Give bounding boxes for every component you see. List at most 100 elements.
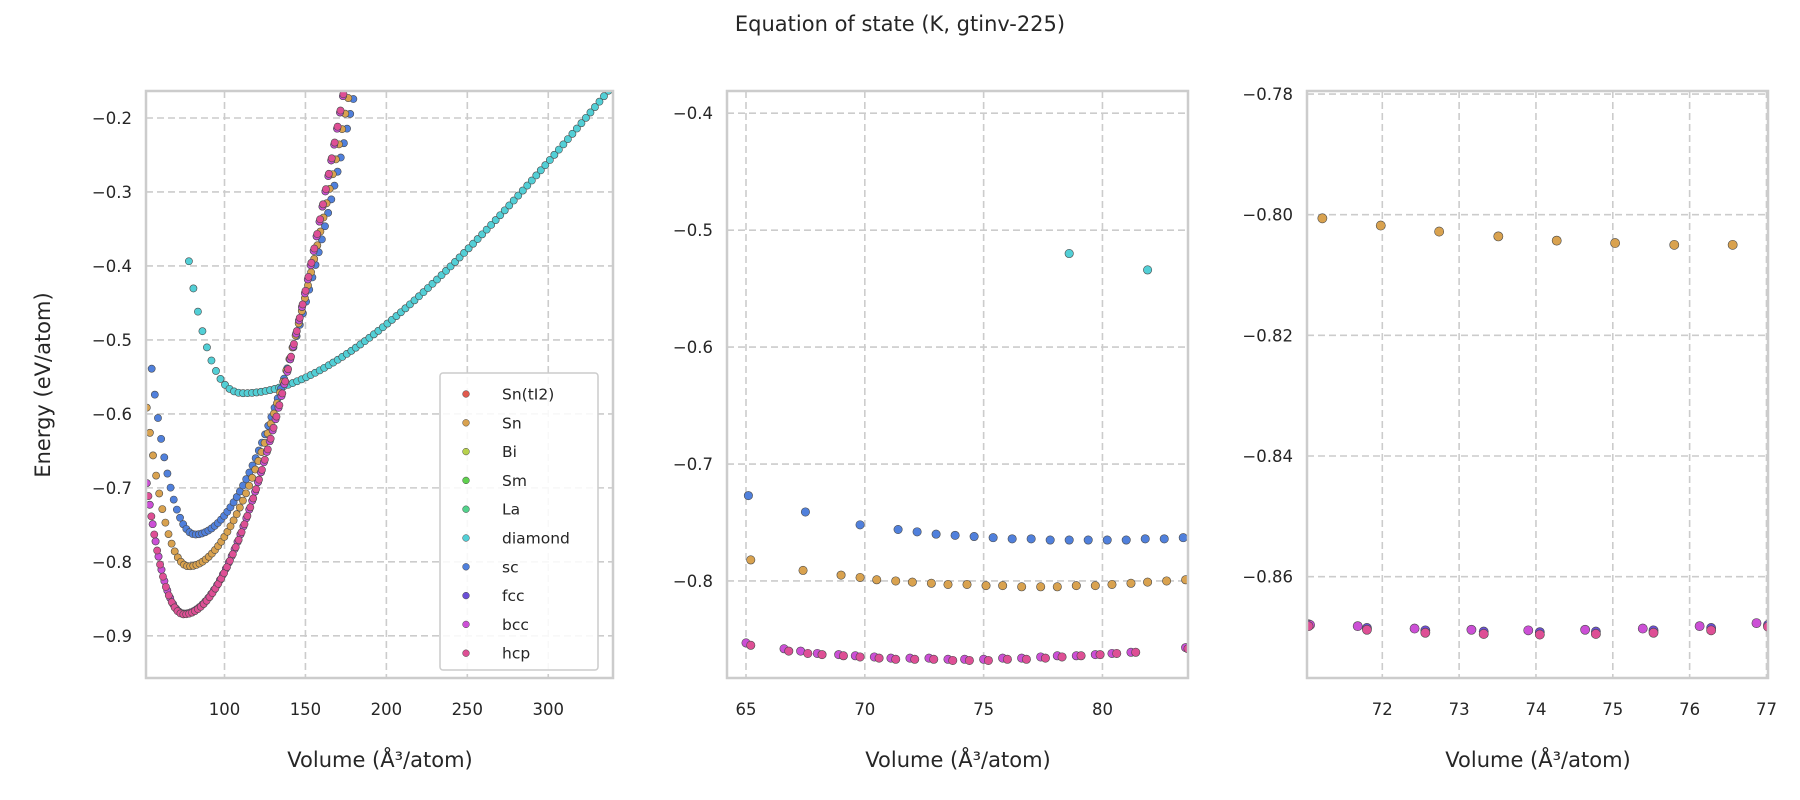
point-hcp <box>333 122 342 131</box>
point-hcp <box>354 6 361 13</box>
point-Sn <box>354 47 361 54</box>
point-Sn <box>891 576 901 586</box>
point-sc <box>800 507 810 517</box>
point-diamond <box>518 186 527 195</box>
point-hcp <box>874 653 884 663</box>
point-hcp <box>910 654 920 664</box>
point-hcp <box>290 340 298 348</box>
point-sc <box>157 434 166 443</box>
x-tick-label: 77 <box>1756 700 1777 719</box>
point-sc <box>324 209 333 217</box>
legend-item: sc <box>462 558 519 576</box>
x-tick-label: 73 <box>1449 700 1470 719</box>
point-sc <box>356 65 363 72</box>
point-Sn <box>351 63 358 70</box>
point-sc <box>366 18 373 25</box>
y-tick-label: −0.4 <box>673 104 713 123</box>
point-hcp <box>153 546 162 555</box>
point-hcp <box>316 215 325 224</box>
point-Sn <box>926 578 936 588</box>
point-hcp <box>1076 651 1086 661</box>
point-Sn <box>1181 575 1188 585</box>
point-hcp <box>1095 650 1105 660</box>
point-diamond <box>577 119 586 128</box>
point-bcc <box>1466 624 1477 635</box>
point-diamond <box>469 239 478 248</box>
point-hcp <box>252 485 261 494</box>
point-sc <box>912 527 922 537</box>
legend-label: Sm <box>502 472 527 490</box>
point-hcp <box>228 550 237 559</box>
panel-zoom-2: 72 73 74 75 76 77 −0.86 −0.84 −0.82 −0.80 −0.78 <box>1242 85 1777 719</box>
point-Sn <box>167 539 176 548</box>
point-sc <box>969 532 979 542</box>
point-Sn <box>981 581 991 591</box>
x-tick-label: 74 <box>1525 700 1546 719</box>
point-hcp <box>1112 648 1122 658</box>
point-Sn <box>238 496 247 505</box>
point-diamond <box>473 235 482 243</box>
point-sc <box>321 222 329 231</box>
legend-label: La <box>502 501 520 519</box>
point-hcp <box>234 535 243 544</box>
legend-marker <box>462 447 470 456</box>
x-tick-label: 200 <box>371 700 403 719</box>
legend-frame <box>439 372 599 671</box>
point-Sn <box>855 572 865 582</box>
point-sc <box>1045 535 1055 545</box>
point-fcc <box>348 42 355 49</box>
point-diamond <box>1143 265 1153 275</box>
point-hcp <box>307 258 316 267</box>
point-hcp <box>983 655 993 665</box>
y-tick-label: −0.9 <box>92 627 132 646</box>
point-bcc <box>151 537 160 546</box>
point-hcp <box>223 563 231 571</box>
point-hcp <box>292 327 301 335</box>
point-Sn <box>155 489 164 498</box>
point-Sn <box>798 565 808 575</box>
legend-marker <box>462 591 470 600</box>
legend-label: sc <box>502 558 519 576</box>
point-diamond <box>509 196 518 205</box>
point-Sn <box>146 428 154 437</box>
point-hcp <box>281 377 290 386</box>
x-tick-label: 75 <box>973 700 994 719</box>
point-hcp <box>287 352 295 361</box>
y-tick-label: −0.5 <box>673 221 713 240</box>
point-Sn <box>1143 577 1153 587</box>
y-tick-label: −0.78 <box>1242 85 1293 104</box>
point-hcp <box>231 543 240 552</box>
point-hcp <box>263 445 272 454</box>
y-axis-label: Energy (eV/atom) <box>31 292 55 477</box>
point-hcp <box>1057 652 1067 662</box>
point-hcp <box>272 412 281 421</box>
point-hcp <box>803 648 813 658</box>
point-hcp <box>855 652 865 662</box>
point-sc <box>362 34 369 41</box>
point-hcp <box>1478 629 1489 639</box>
point-sc <box>743 491 753 501</box>
y-tick-label: −0.5 <box>92 331 132 350</box>
point-hcp <box>838 651 848 661</box>
x-axis-label-1: Volume (Å³/atom) <box>287 746 472 772</box>
point-diamond <box>464 244 473 253</box>
data-points <box>146 6 613 619</box>
point-sc <box>1007 534 1017 544</box>
point-Sn <box>357 30 364 37</box>
point-sc <box>1159 534 1169 544</box>
point-hcp <box>339 91 348 99</box>
point-bcc <box>1637 623 1648 634</box>
y-tick-label: −0.7 <box>92 479 132 498</box>
point-fcc <box>342 76 349 83</box>
point-hcp <box>298 300 307 309</box>
point-hcp <box>278 389 287 398</box>
point-hcp <box>948 655 958 665</box>
point-hcp <box>817 650 827 660</box>
point-fcc <box>354 8 361 15</box>
point-diamond <box>482 225 491 234</box>
legend-item: fcc <box>462 587 525 605</box>
legend-label: Sn(tI2) <box>502 386 554 404</box>
y-tick-label: −0.8 <box>92 553 132 572</box>
point-diamond <box>532 171 541 180</box>
data-points <box>741 249 1188 665</box>
